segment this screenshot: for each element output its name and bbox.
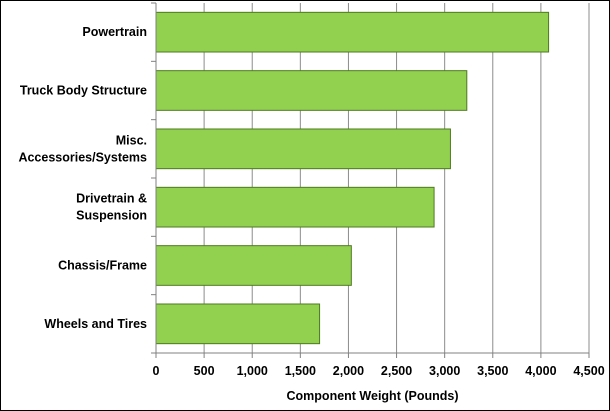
category-label-2: Misc. Accessories/Systems — [18, 133, 147, 164]
category-labels: Powertrain Truck Body Structure Misc. Acces… — [18, 25, 147, 331]
bar-5 — [155, 303, 321, 345]
bar-4 — [155, 245, 352, 286]
axes — [151, 2, 590, 358]
x-tick-label-4: 2,000 — [333, 364, 364, 378]
x-tick-label-2: 1,000 — [237, 364, 268, 378]
x-tick-label-9: 4,500 — [573, 364, 604, 378]
bar-2 — [155, 128, 451, 170]
bar-1 — [155, 70, 468, 111]
gridlines — [203, 3, 590, 353]
bars — [155, 11, 550, 345]
category-label-1: Truck Body Structure — [20, 84, 147, 98]
category-label-3: Drivetrain & Suspension — [76, 192, 147, 223]
bar-0 — [155, 11, 550, 53]
tick-labels: 0 500 1,000 1,500 2,000 2,500 3,000 3,500 4,000 4… — [153, 364, 605, 378]
bar-3 — [155, 186, 435, 228]
category-label-0: Powertrain — [82, 25, 147, 39]
x-tick-label-7: 3,500 — [477, 364, 508, 378]
x-tick-label-5: 2,500 — [381, 364, 412, 378]
x-tick-label-3: 1,500 — [285, 364, 316, 378]
x-tick-label-8: 4,000 — [525, 364, 556, 378]
x-tick-label-6: 3,000 — [429, 364, 460, 378]
category-label-5: Wheels and Tires — [44, 317, 147, 331]
x-axis-title: Component Weight (Pounds) — [287, 389, 459, 403]
category-label-4: Chassis/Frame — [58, 259, 147, 273]
x-tick-label-0: 0 — [153, 364, 160, 378]
x-tick-label-1: 500 — [194, 364, 215, 378]
